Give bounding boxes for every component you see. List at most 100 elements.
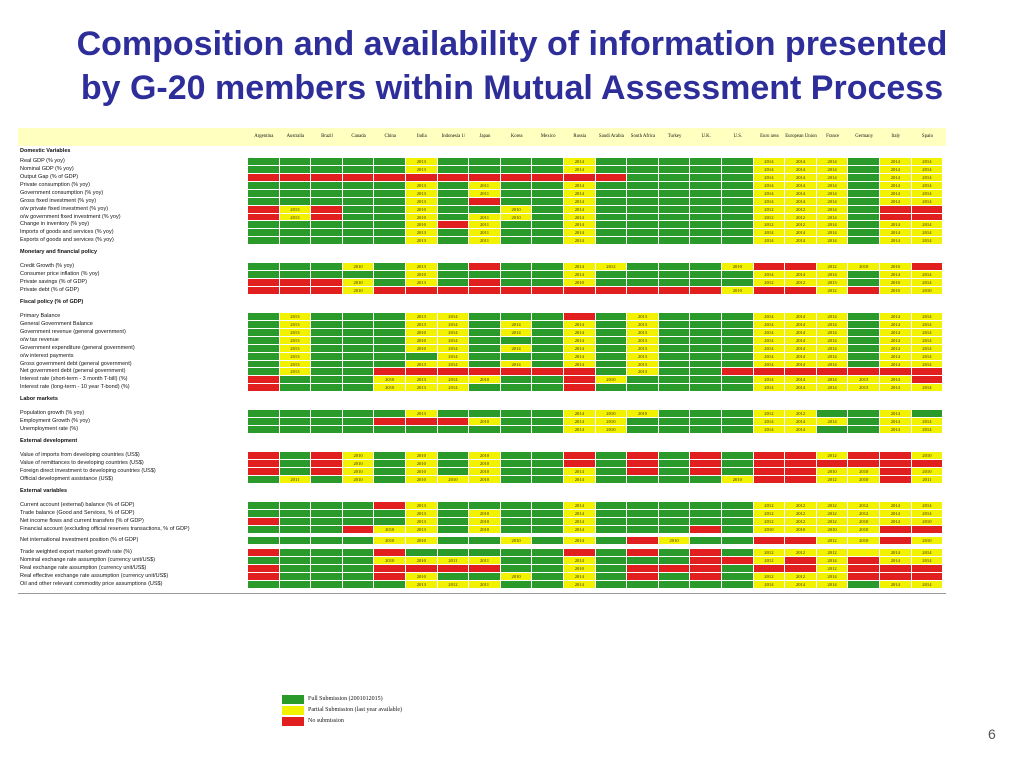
status-cell [785,475,817,484]
status-cell [848,460,880,468]
status-cell: 2010 [848,475,880,484]
status-cell: 2014 [816,336,849,345]
status-cell: 2010 [374,384,406,393]
status-cell [279,229,312,238]
status-cell: 2014 [816,174,849,182]
status-cell: 2010 [342,452,375,461]
slide-title-line-2: by G-20 members within Mutual Assessment… [80,69,944,107]
status-cell: 2014 [880,549,912,558]
status-cell [532,460,564,468]
status-cell: 2014 [785,321,817,329]
row-label: o/w tax revenue [20,336,59,343]
status-cell [437,426,470,434]
status-cell: 2012 [816,501,849,510]
column-header: U.K. [701,134,711,140]
status-cell: 2014 [880,328,912,337]
status-cell: 2010 [848,537,880,546]
status-cell [532,475,564,484]
status-cell: 2014 [564,352,596,361]
status-cell [532,181,564,190]
status-cell [500,580,533,589]
status-cell: 2014 [785,197,817,206]
status-cell [722,344,754,353]
status-cell: 2014 [816,557,849,566]
status-cell [658,376,691,385]
status-cell [279,376,312,385]
status-cell [406,287,438,295]
status-cell [311,313,343,321]
row-label: o/w private fixed investment (% yoy) [20,205,109,212]
status-cell [437,537,470,546]
status-cell [848,174,880,182]
status-cell [500,271,533,280]
status-cell [248,517,280,526]
status-cell [437,158,470,167]
status-cell [722,418,754,427]
row-label: o/w interest payments [20,352,74,359]
status-cell: 2010 [911,517,944,526]
status-cell [374,336,406,345]
status-cell [374,229,406,238]
status-cell [848,573,880,581]
status-cell: 2011 [911,475,944,484]
status-cell [627,384,659,393]
status-cell [532,189,564,198]
status-cell [627,376,659,385]
status-cell: 2010 [374,537,406,546]
status-cell [722,336,754,345]
status-cell [658,460,691,468]
status-cell: 2014 [816,271,849,280]
status-cell: 2013 [406,189,438,198]
status-cell [848,368,880,377]
status-cell: 2010 [469,509,501,518]
status-cell: 2014 [785,418,817,427]
status-cell [595,271,628,280]
row-label: Real GDP (% yoy) [20,158,65,165]
status-cell [658,467,691,476]
status-cell [848,321,880,329]
status-cell [374,313,406,321]
status-cell: 2014 [753,166,786,175]
row-label: Real effective exchange rate assumption … [20,573,169,580]
status-cell: 2013 [848,384,880,393]
status-cell: 2013 [406,279,438,288]
status-cell [627,501,659,510]
status-cell [595,181,628,190]
status-cell [658,426,691,434]
status-cell [437,418,470,427]
status-cell: 2012 [753,205,786,214]
status-cell [311,426,343,434]
status-cell: 2014 [753,174,786,182]
status-cell [374,205,406,214]
status-cell [848,271,880,280]
status-cell [406,565,438,573]
status-cell [690,573,722,581]
status-cell [658,174,691,182]
status-cell: 2014 [753,580,786,589]
column-header: Spain [921,134,933,140]
status-cell [500,509,533,518]
status-cell [595,467,628,476]
status-cell [848,221,880,230]
status-cell [564,384,596,393]
status-cell [658,166,691,175]
status-cell [722,181,754,190]
status-cell: 2014 [564,467,596,476]
status-cell [532,336,564,345]
status-cell [848,344,880,353]
status-cell [690,368,722,377]
row-label: Primary Balance [20,313,61,320]
status-cell: 2014 [880,313,912,321]
legend-item: Full Submission (2001012015) [282,694,502,705]
status-cell: 2014 [816,229,849,238]
status-cell [248,279,280,288]
legend-item: Partial Submission (last year available) [282,705,502,716]
status-cell [532,263,564,272]
status-cell [690,328,722,337]
status-cell [311,271,343,280]
status-cell [342,360,375,369]
status-cell [469,360,501,369]
status-cell [248,344,280,353]
status-cell: 2012 [848,509,880,518]
status-cell [469,537,501,546]
